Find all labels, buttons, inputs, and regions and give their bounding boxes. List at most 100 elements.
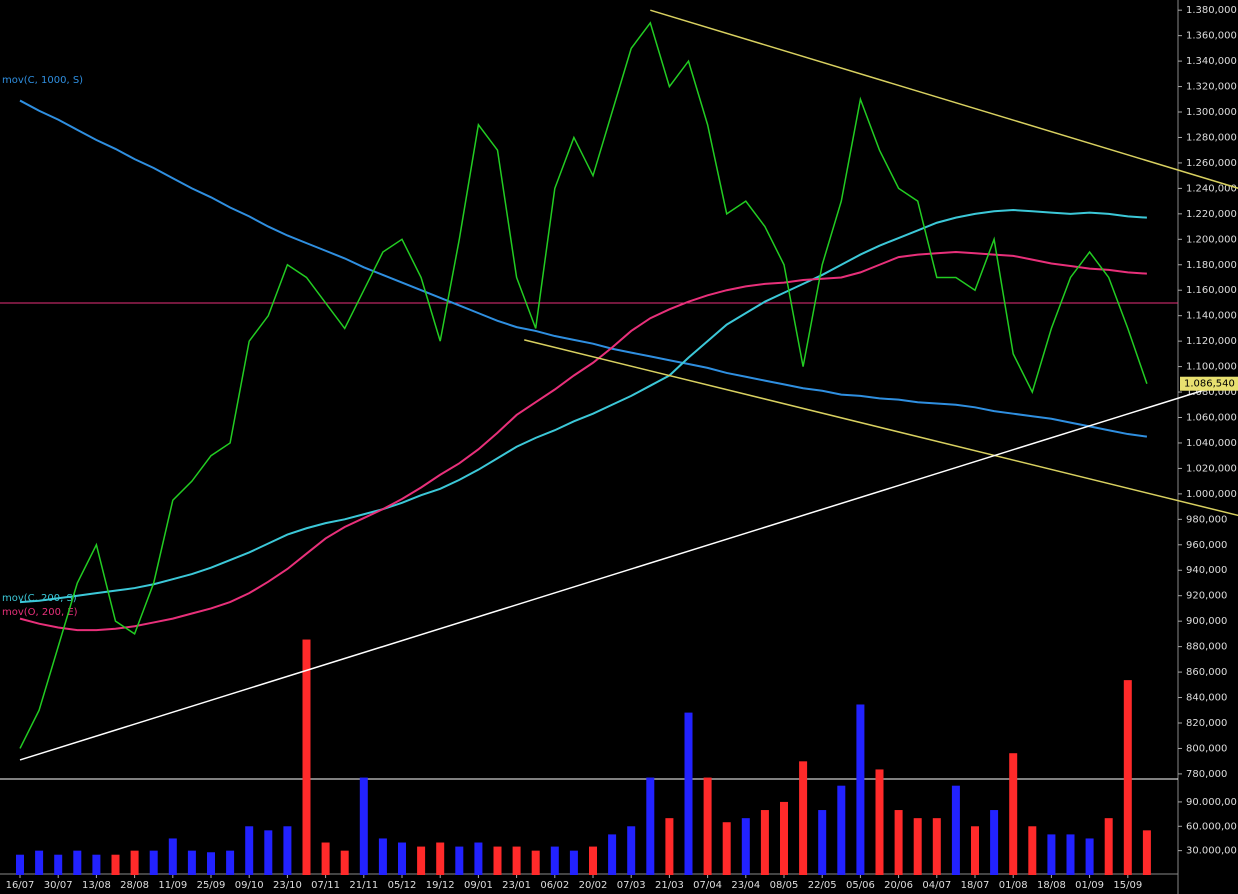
x-tick-label: 07/03 — [617, 880, 646, 891]
y-tick-label: 1.280,000 — [1186, 132, 1237, 143]
y-tick-label: 1.100,000 — [1186, 362, 1237, 373]
volume-bar — [932, 818, 941, 875]
volume-bar — [35, 850, 44, 875]
volume-bar — [73, 850, 82, 875]
volume-bar — [589, 846, 597, 875]
x-tick-label: 07/11 — [311, 880, 340, 891]
volume-bar — [512, 846, 521, 875]
volume-bar — [283, 826, 292, 875]
volume-tick-label: 30.000,00 — [1186, 846, 1237, 857]
volume-bar — [359, 777, 368, 875]
volume-bar — [1142, 830, 1151, 875]
y-tick-label: 1.380,000 — [1186, 5, 1237, 16]
volume-bar — [856, 704, 865, 875]
x-tick-label: 23/04 — [731, 880, 760, 891]
x-tick-label: 15/09 — [1113, 880, 1142, 891]
y-tick-label: 960,000 — [1186, 540, 1227, 551]
volume-bar — [741, 818, 750, 875]
y-tick-label: 1.360,000 — [1186, 31, 1237, 42]
volume-bar — [417, 846, 426, 875]
volume-bar — [608, 834, 617, 875]
x-tick-label: 13/08 — [82, 880, 111, 891]
volume-bar — [875, 769, 884, 875]
volume-bar — [799, 761, 808, 875]
x-tick-label: 07/04 — [693, 880, 722, 891]
volume-bar — [302, 639, 311, 875]
volume-bar — [226, 850, 235, 875]
last-price-label: 1.086,540 — [1184, 379, 1235, 390]
volume-bar — [894, 810, 903, 875]
volume-bar — [245, 826, 254, 875]
volume-bar — [378, 838, 387, 875]
legend-label: mov(C, 1000, S) — [2, 75, 83, 86]
volume-bar — [130, 850, 139, 875]
y-tick-label: 1.000,000 — [1186, 489, 1237, 500]
x-tick-label: 04/07 — [922, 880, 951, 891]
volume-bar — [207, 852, 215, 875]
y-tick-label: 1.240,000 — [1186, 183, 1237, 194]
volume-bar — [54, 854, 63, 875]
volume-bar — [684, 712, 693, 875]
y-tick-label: 880,000 — [1186, 642, 1227, 653]
volume-bar — [665, 818, 674, 875]
x-tick-label: 23/10 — [273, 880, 302, 891]
volume-bar — [436, 842, 445, 875]
y-tick-label: 1.200,000 — [1186, 234, 1237, 245]
volume-bar — [1123, 680, 1132, 875]
volume-bar — [168, 838, 177, 875]
x-tick-label: 18/07 — [961, 880, 990, 891]
volume-bar — [1104, 818, 1113, 875]
y-tick-label: 980,000 — [1186, 514, 1227, 525]
y-tick-label: 900,000 — [1186, 616, 1227, 627]
volume-bar — [1085, 838, 1094, 875]
y-tick-label: 940,000 — [1186, 565, 1227, 576]
moving-average — [19, 251, 1147, 632]
volume-bar — [951, 785, 960, 875]
volume-bar — [474, 842, 483, 875]
x-tick-label: 16/07 — [6, 880, 35, 891]
y-tick-label: 1.140,000 — [1186, 311, 1237, 322]
y-tick-label: 820,000 — [1186, 718, 1227, 729]
x-tick-label: 19/12 — [426, 880, 455, 891]
volume-bar — [1028, 826, 1037, 875]
volume-bar — [1047, 834, 1056, 875]
x-tick-label: 22/05 — [808, 880, 837, 891]
y-tick-label: 780,000 — [1186, 769, 1227, 780]
x-tick-label: 18/08 — [1037, 880, 1066, 891]
y-tick-label: 1.160,000 — [1186, 285, 1237, 296]
volume-bar — [1009, 753, 1018, 875]
x-tick-label: 01/09 — [1075, 880, 1104, 891]
volume-bar — [837, 785, 846, 875]
volume-bar — [187, 850, 196, 875]
moving-average — [19, 99, 1148, 438]
x-tick-label: 05/12 — [388, 880, 417, 891]
volume-bar — [569, 850, 578, 875]
legend-label: mov(C, 200, S) — [2, 593, 77, 604]
volume-bar — [990, 810, 999, 875]
legend-label: mov(O, 200, E) — [2, 607, 78, 618]
y-tick-label: 1.020,000 — [1186, 463, 1237, 474]
y-tick-label: 1.320,000 — [1186, 82, 1237, 93]
volume-bar — [16, 854, 24, 875]
x-tick-label: 25/09 — [197, 880, 226, 891]
y-tick-label: 1.260,000 — [1186, 158, 1237, 169]
trendline — [524, 339, 1238, 517]
last-price-box — [1180, 376, 1238, 391]
x-tick-label: 11/09 — [158, 880, 187, 891]
y-tick-label: 1.120,000 — [1186, 336, 1237, 347]
x-tick-label: 20/02 — [579, 880, 608, 891]
volume-bar — [971, 826, 979, 875]
x-tick-label: 01/08 — [999, 880, 1028, 891]
volume-tick-label: 60.000,00 — [1186, 821, 1237, 832]
x-tick-label: 23/01 — [502, 880, 531, 891]
y-tick-label: 1.060,000 — [1186, 413, 1237, 424]
y-tick-label: 1.340,000 — [1186, 56, 1237, 67]
volume-bar — [264, 830, 273, 875]
x-tick-label: 20/06 — [884, 880, 913, 891]
x-tick-label: 30/07 — [44, 880, 73, 891]
volume-bar — [149, 850, 158, 875]
y-tick-label: 1.040,000 — [1186, 438, 1237, 449]
volume-bar — [818, 810, 827, 875]
volume-bar — [111, 854, 120, 875]
